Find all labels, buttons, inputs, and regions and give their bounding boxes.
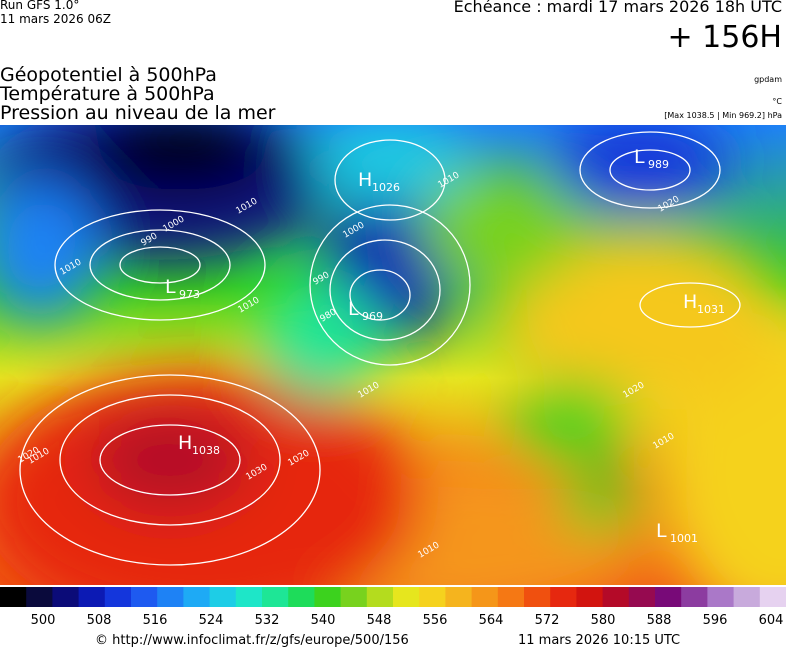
colorbar-swatch (0, 587, 27, 607)
colorbar-label: 556 (423, 613, 448, 628)
colorbar-swatch (393, 587, 420, 607)
colorbar-label: 548 (367, 613, 392, 628)
center-letter: H (178, 432, 192, 454)
center-letter: L (165, 276, 176, 298)
colorbar-swatch (366, 587, 394, 607)
footer-date: 11 mars 2026 10:15 UTC (518, 633, 680, 648)
colorbar-swatch (314, 587, 342, 607)
layer-title: Température à 500hPa (0, 83, 215, 105)
colorbar-label: 588 (647, 613, 672, 628)
colorbar-label: 572 (535, 613, 560, 628)
colorbar-label: 604 (759, 613, 784, 628)
center-value: 1001 (670, 532, 698, 545)
unit: °C (772, 97, 782, 106)
center-letter: H (358, 169, 372, 191)
colorbar-swatch (157, 587, 184, 607)
colorbar-label: 596 (703, 613, 728, 628)
colorbar-label: 524 (199, 613, 224, 628)
center-value: 1026 (372, 181, 400, 194)
colorbar-label: 500 (31, 613, 56, 628)
temperature-field (0, 125, 786, 585)
isobars (19, 131, 741, 566)
colorbar-swatch (52, 587, 80, 607)
colorbar-label: 564 (479, 613, 504, 628)
colorbar-swatch (131, 587, 158, 607)
colorbar-swatch (497, 587, 525, 607)
center-letter: L (656, 520, 667, 542)
colorbar-swatch (445, 587, 473, 607)
colorbar-label: 532 (255, 613, 280, 628)
colorbar-swatch (288, 587, 315, 607)
colorbar-swatch (183, 587, 211, 607)
footer-url: © http://www.infoclimat.fr/z/gfs/europe/… (95, 633, 409, 648)
colorbar-label: 508 (87, 613, 112, 628)
colorbar-swatch (733, 587, 761, 607)
forecast-time: Echéance : mardi 17 mars 2026 18h UTC (453, 0, 782, 16)
center-letter: L (634, 146, 645, 168)
colorbar-swatch (681, 587, 708, 607)
colorbar-swatch (759, 587, 786, 607)
colorbar-swatch (419, 587, 446, 607)
colorbar-label: 580 (591, 613, 616, 628)
colorbar-swatch (628, 587, 656, 607)
colorbar-swatch (209, 587, 237, 607)
unit: [Max 1038.5 | Min 969.2] hPa (664, 111, 782, 120)
center-value: 969 (362, 310, 383, 323)
center-value: 1031 (697, 303, 725, 316)
colorbar-swatch (78, 587, 106, 607)
colorbar-swatch (471, 587, 499, 607)
center-value: 1038 (192, 444, 220, 457)
layer-title: Géopotentiel à 500hPa (0, 64, 217, 86)
layer-title: Pression au niveau de la mer (0, 102, 276, 124)
center-letter: H (683, 291, 697, 313)
colorbar-swatch (26, 587, 53, 607)
run-date: 11 mars 2026 06Z (0, 12, 111, 26)
colorbar-swatch (262, 587, 289, 607)
unit: gpdam (754, 75, 782, 84)
colorbar-swatch (104, 587, 132, 607)
colorbar-swatch (707, 587, 735, 607)
colorbar-swatch (235, 587, 263, 607)
center-value: 989 (648, 158, 669, 171)
colorbar-swatch (524, 587, 551, 607)
colorbar-label: 516 (143, 613, 168, 628)
colorbar-label: 540 (311, 613, 336, 628)
center-letter: L (348, 298, 359, 320)
colorbar-swatch (576, 587, 604, 607)
colorbar-swatch (655, 587, 682, 607)
run-label: Run GFS 1.0° (0, 0, 80, 12)
colorbar-swatch (340, 587, 368, 607)
forecast-offset: + 156H (667, 20, 783, 55)
center-value: 973 (179, 288, 200, 301)
colorbar-swatch (602, 587, 630, 607)
colorbar-swatch (550, 587, 577, 607)
